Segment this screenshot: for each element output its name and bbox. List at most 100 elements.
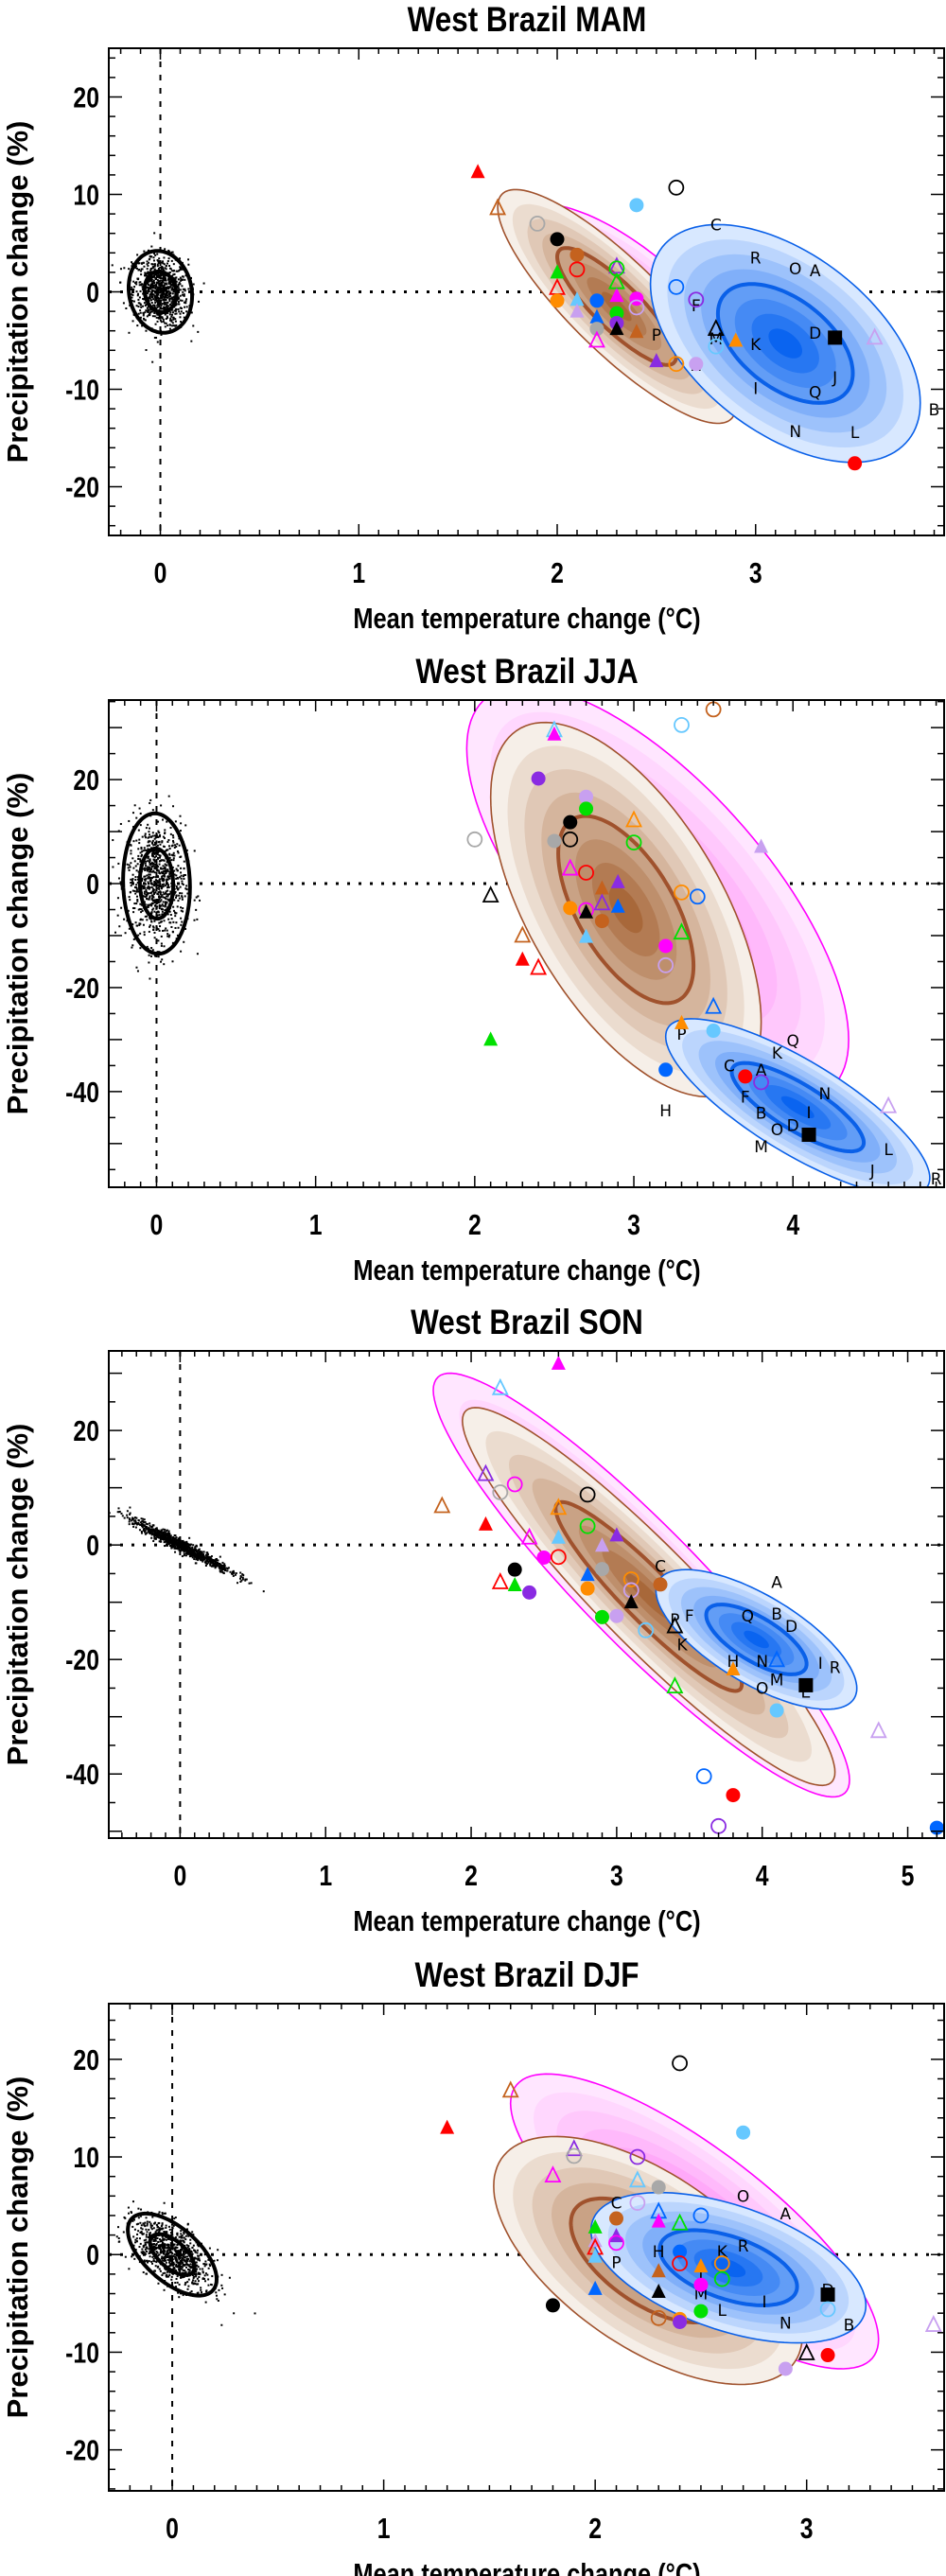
control-point <box>136 900 139 902</box>
control-point <box>152 2245 155 2248</box>
control-point <box>195 2268 198 2270</box>
control-point <box>138 807 141 810</box>
control-point <box>174 318 177 321</box>
control-point <box>195 1558 198 1561</box>
control-point <box>166 889 169 892</box>
control-point <box>217 2300 219 2303</box>
control-point <box>151 832 154 834</box>
control-inner-contour <box>142 269 179 315</box>
model-marker-triangle <box>707 319 725 337</box>
control-point <box>149 798 152 801</box>
control-point <box>145 878 148 881</box>
control-point <box>152 2257 155 2260</box>
control-point <box>164 306 166 308</box>
control-point <box>219 1567 221 1569</box>
model-marker-triangle <box>610 873 625 888</box>
control-point <box>180 279 183 282</box>
control-point <box>183 1551 185 1553</box>
y-axis-title: Precipitation change (%) <box>1 773 34 1115</box>
control-point <box>146 868 149 871</box>
control-point <box>127 2212 130 2215</box>
control-point <box>131 293 133 296</box>
control-point <box>176 2251 179 2253</box>
control-point <box>196 953 199 955</box>
control-point <box>180 917 183 920</box>
control-point <box>168 877 171 880</box>
control-point <box>171 2258 174 2261</box>
control-point <box>207 1557 210 1560</box>
control-point <box>170 2240 173 2243</box>
control-point <box>213 2259 216 2262</box>
control-point <box>160 944 163 947</box>
control-point <box>170 259 173 262</box>
control-point <box>141 909 144 912</box>
control-point <box>145 893 148 896</box>
control-point <box>157 2254 160 2257</box>
control-point <box>160 289 163 292</box>
control-point <box>143 2224 146 2227</box>
model-marker-circle <box>710 1817 727 1834</box>
control-point <box>149 271 151 273</box>
control-point <box>194 2251 197 2253</box>
control-point <box>150 1536 153 1539</box>
control-point <box>183 867 185 870</box>
control-point <box>135 265 138 268</box>
control-point <box>197 1551 200 1554</box>
control-point <box>171 2242 174 2245</box>
control-point <box>187 1551 190 1553</box>
control-point <box>173 873 176 876</box>
model-marker-triangle <box>628 2170 646 2188</box>
control-point <box>156 911 159 914</box>
control-point <box>138 1529 141 1532</box>
control-point <box>139 824 142 827</box>
x-tick-label: 2 <box>588 2512 602 2544</box>
control-point <box>161 910 164 913</box>
control-point <box>137 857 140 860</box>
control-point <box>139 851 142 854</box>
control-point <box>134 1522 137 1525</box>
control-point <box>150 301 153 304</box>
control-point <box>144 915 147 918</box>
control-point <box>136 1523 139 1526</box>
control-point <box>169 283 172 286</box>
control-point <box>174 324 177 327</box>
control-point <box>146 272 149 274</box>
control-point <box>161 958 164 961</box>
control-point <box>166 878 169 881</box>
ensemble-member-label: P <box>676 1025 686 1044</box>
control-point <box>148 870 150 873</box>
control-point <box>184 2238 187 2241</box>
control-point <box>194 2280 197 2283</box>
control-point <box>183 293 185 296</box>
control-point <box>244 1579 247 1582</box>
control-point <box>150 291 153 294</box>
control-point <box>146 905 149 908</box>
control-point <box>213 1559 216 1562</box>
control-point <box>149 312 151 315</box>
control-point <box>181 293 184 296</box>
control-point <box>164 2267 166 2269</box>
control-point <box>171 2243 174 2246</box>
control-point <box>161 872 164 875</box>
control-point <box>145 1522 148 1525</box>
control-point <box>184 873 186 876</box>
control-point <box>158 871 161 874</box>
control-point <box>202 1558 205 1561</box>
control-point <box>159 885 162 888</box>
control-point <box>155 297 158 300</box>
ensemble-member-label: K <box>677 1636 689 1655</box>
control-point <box>148 2248 150 2251</box>
control-point <box>175 1536 178 1539</box>
control-point <box>166 304 168 307</box>
control-point <box>131 286 133 289</box>
control-point <box>163 2212 166 2215</box>
control-point <box>185 310 188 313</box>
control-point <box>150 898 153 901</box>
control-point <box>163 963 166 966</box>
ensemble-member-label: F <box>741 1088 750 1107</box>
model-marker-square <box>820 2287 835 2303</box>
blue-ellipse-outline <box>655 1568 858 1710</box>
control-point <box>214 1565 217 1568</box>
control-point <box>146 2224 149 2227</box>
control-point <box>151 855 154 858</box>
